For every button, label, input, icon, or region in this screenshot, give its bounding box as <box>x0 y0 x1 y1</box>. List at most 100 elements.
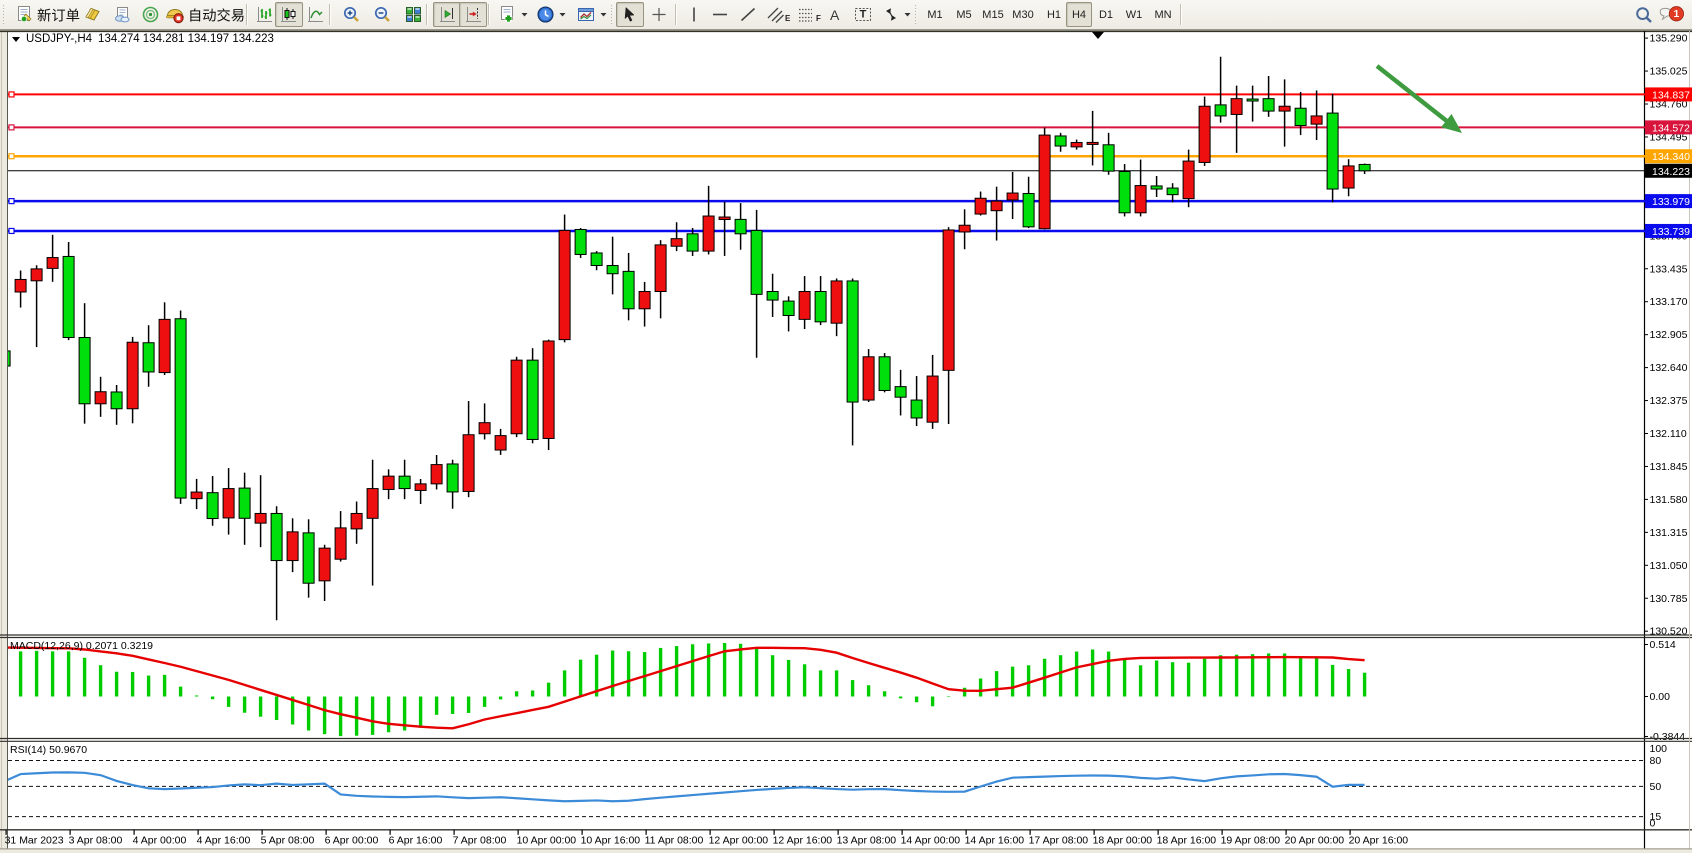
notifications-button[interactable]: 11 <box>1652 2 1690 27</box>
date-tick-label: 10 Apr 00:00 <box>517 835 577 847</box>
history-book-button[interactable] <box>80 2 107 27</box>
date-tick-label: 20 Apr 16:00 <box>1349 835 1409 847</box>
bar-chart-icon <box>257 7 272 22</box>
dropdown-caret-icon <box>904 13 911 17</box>
new-order-button[interactable]: 新订单 <box>11 2 84 27</box>
macd-axis[interactable]: 0.514 0.00 -0.3844 <box>1644 639 1686 743</box>
rsi-tick-label: 50 <box>1650 781 1662 793</box>
rsi-name: RSI(14) <box>10 744 47 756</box>
tile-windows-icon <box>406 7 421 22</box>
vertical-line-button[interactable] <box>683 2 705 27</box>
date-tick-label: 5 Apr 08:00 <box>261 835 315 847</box>
trendline-button[interactable] <box>735 2 761 27</box>
chart-title: USDJPY-,H4 134.274 134.281 134.197 134.2… <box>12 33 274 45</box>
date-tick-label: 6 Apr 00:00 <box>325 835 379 847</box>
date-tick-label: 14 Apr 00:00 <box>901 835 961 847</box>
collapse-triangle-icon <box>12 37 20 42</box>
search-button[interactable] <box>1630 2 1658 27</box>
annotation-arrow[interactable] <box>1375 64 1462 133</box>
price-tick-label: 131.315 <box>1650 527 1688 539</box>
new-order-label-glyphs <box>37 7 80 22</box>
tile-windows-button[interactable] <box>400 2 427 27</box>
timeframe-m30-button[interactable]: M30 <box>1008 2 1038 27</box>
date-tick-label: 18 Apr 00:00 <box>1093 835 1153 847</box>
equidistant-channel-button[interactable]: E <box>762 2 794 27</box>
line-chart-icon <box>308 7 323 22</box>
date-tick-label: 18 Apr 16:00 <box>1157 835 1217 847</box>
search-icon <box>1636 6 1652 23</box>
window-chrome <box>0 30 1692 853</box>
templates-button[interactable] <box>572 2 612 27</box>
rsi-line <box>8 771 1365 803</box>
signals-button[interactable] <box>137 2 164 27</box>
price-tick-label: 134.495 <box>1650 131 1688 143</box>
zoom-out-button[interactable] <box>369 2 396 27</box>
chart-forward-icon <box>440 7 455 22</box>
indicators-add-icon <box>501 6 513 23</box>
crosshair-button[interactable] <box>645 2 673 27</box>
timeframe-m1-button[interactable]: M1 <box>922 2 948 27</box>
shift-marker[interactable] <box>1092 32 1104 39</box>
rsi-tick-label: 80 <box>1650 755 1662 767</box>
timeframe-label: MN <box>1154 8 1172 21</box>
date-tick-label: 20 Apr 00:00 <box>1285 835 1345 847</box>
price-tick-label: 130.785 <box>1650 593 1688 605</box>
dropdown-caret-icon <box>600 13 607 17</box>
timeframe-d1-button[interactable]: D1 <box>1094 2 1118 27</box>
price-hlines[interactable] <box>8 91 1649 235</box>
macd-values: 0.2071 0.3219 <box>85 640 154 652</box>
price-tick-label: 134.760 <box>1650 99 1688 111</box>
date-tick-label: 7 Apr 08:00 <box>453 835 507 847</box>
macd-name: MACD(12,26,9) <box>10 640 83 652</box>
timeframe-m5-button[interactable]: M5 <box>952 2 976 27</box>
text-label-button[interactable]: T <box>849 2 877 27</box>
arrows-button[interactable] <box>878 2 916 27</box>
autotrading-icon <box>166 9 184 24</box>
price-tick-label: 133.435 <box>1650 263 1688 275</box>
timeframe-h1-button[interactable]: H1 <box>1042 2 1066 27</box>
toolbar-separator <box>426 4 428 25</box>
timeframe-w1-button[interactable]: W1 <box>1122 2 1146 27</box>
price-line-badge: 134.340 <box>1652 151 1690 163</box>
zoom-in-button[interactable] <box>338 2 365 27</box>
chart-forward-button[interactable] <box>433 2 461 27</box>
autotrading-label-glyphs <box>190 7 244 22</box>
arrows-icon <box>886 8 896 21</box>
line-chart-button[interactable] <box>302 2 330 27</box>
timeframe-h4-button[interactable]: H4 <box>1066 2 1092 27</box>
rsi-tick-label: 15 <box>1650 811 1662 823</box>
timeframe-label: W1 <box>1125 8 1143 21</box>
bar-chart-button[interactable] <box>251 2 279 27</box>
macd-tick-label: 0.00 <box>1650 691 1671 703</box>
time-axis[interactable]: 31 Mar 2023 3 Apr 08:00 4 Apr 00:00 4 Apr 1… <box>5 829 1409 847</box>
price-tick-label: 130.520 <box>1650 626 1688 638</box>
date-tick-label: 4 Apr 00:00 <box>133 835 187 847</box>
trendline-icon <box>740 7 756 22</box>
price-tick-label: 131.050 <box>1650 560 1688 572</box>
candles <box>8 56 1371 621</box>
metaeditor-button[interactable] <box>109 2 136 27</box>
candlestick-chart-button[interactable] <box>275 2 303 27</box>
fibonacci-button[interactable]: F <box>793 2 825 27</box>
timeframe-m15-button[interactable]: M15 <box>978 2 1008 27</box>
toolbar-separator <box>675 4 677 25</box>
periods-button[interactable] <box>532 2 571 27</box>
svg-text:1: 1 <box>1674 9 1680 20</box>
fibo-badge: F <box>816 14 821 23</box>
horizontal-line-button[interactable] <box>707 2 733 27</box>
chart-shift-button[interactable] <box>459 2 487 27</box>
cursor-button[interactable] <box>616 2 644 27</box>
indicators-button[interactable] <box>494 2 533 27</box>
timeframe-label: H1 <box>1046 8 1062 21</box>
chart-shift-icon <box>466 7 481 22</box>
horizontal-line-icon <box>713 13 727 16</box>
date-tick-label: 10 Apr 16:00 <box>581 835 641 847</box>
timeframe-mn-button[interactable]: MN <box>1150 2 1176 27</box>
autotrading-button[interactable]: 自动交易 <box>161 2 249 27</box>
text-button[interactable]: A <box>822 2 847 27</box>
toolbar-grip <box>914 5 917 24</box>
price-tick-label: 132.110 <box>1650 428 1687 440</box>
